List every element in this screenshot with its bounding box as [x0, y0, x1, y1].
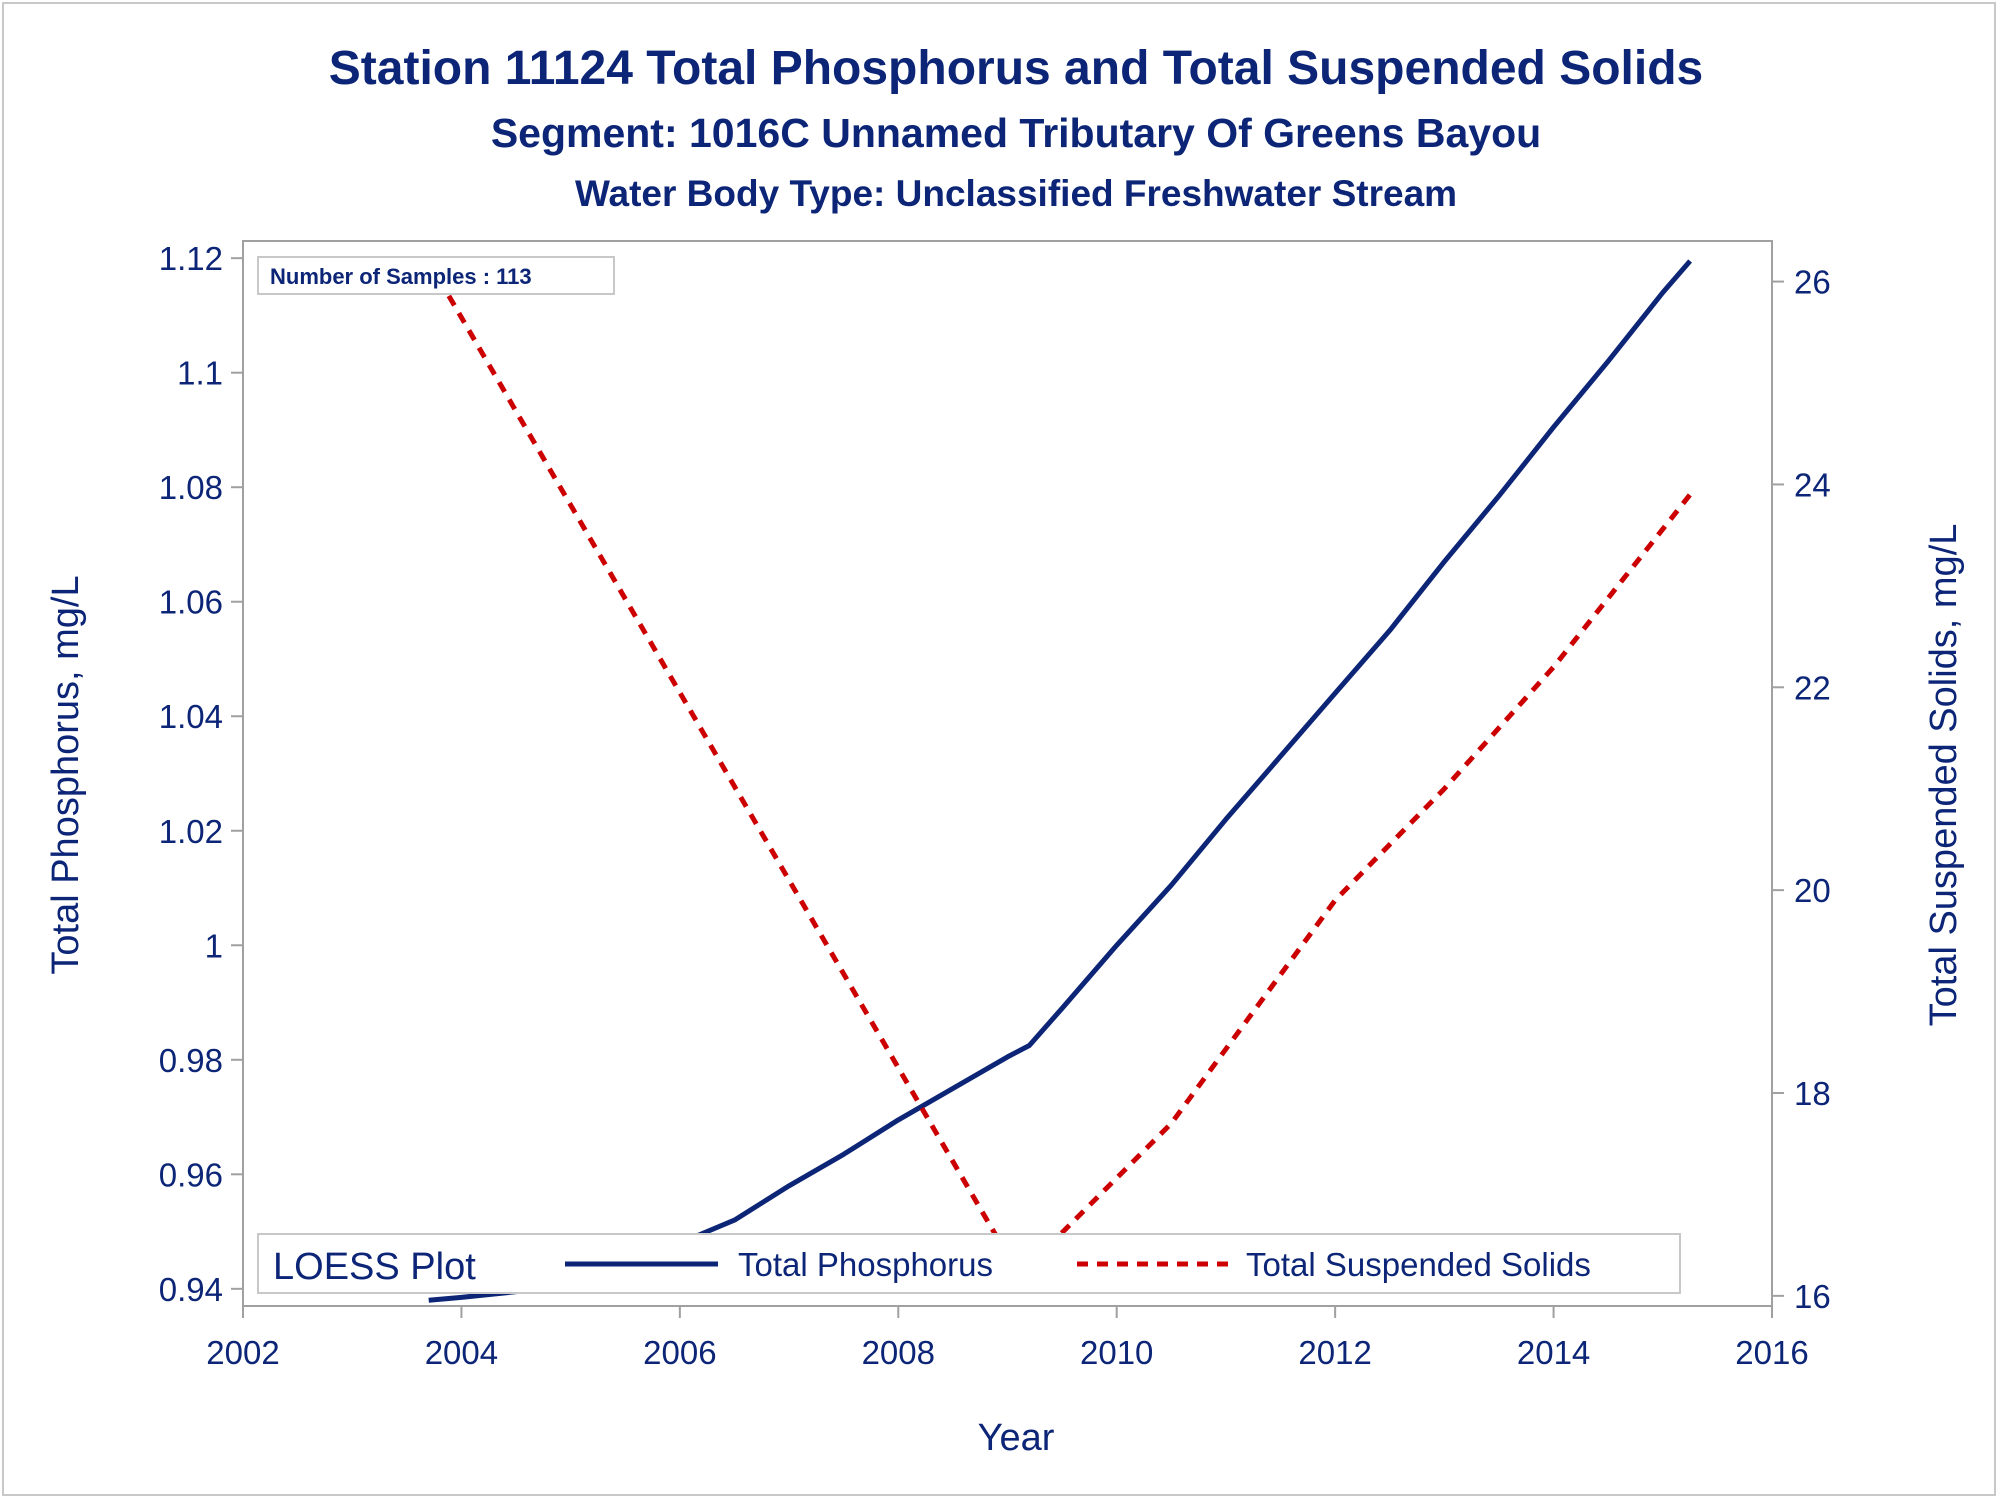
y-left-tick-label: 1.12	[159, 240, 223, 277]
y-axis-right: 16 18 20 22 24 26	[1772, 264, 1831, 1315]
y-left-tick-label: 1.04	[159, 698, 223, 735]
legend-title: LOESS Plot	[273, 1246, 476, 1288]
chart-subtitle-segment: Segment: 1016C Unnamed Tributary Of Gree…	[491, 110, 1541, 156]
y-left-tick-label: 0.98	[159, 1042, 223, 1079]
y-left-tick-label: 1	[205, 927, 223, 964]
samples-box: Number of Samples : 113	[257, 256, 615, 295]
chart-title: Station 11124 Total Phosphorus and Total…	[329, 42, 1703, 95]
y-right-tick-label: 22	[1794, 669, 1831, 706]
y-axis-left-label: Total Phosphorus, mg/L	[45, 575, 87, 974]
series-line-tp	[428, 259, 1692, 1303]
y-right-tick-label: 24	[1794, 466, 1831, 503]
chart-subtitle-waterbody: Water Body Type: Unclassified Freshwater…	[575, 173, 1457, 214]
x-tick-label: 2006	[643, 1334, 716, 1371]
legend-frame	[257, 1233, 1681, 1294]
series-line-tss	[426, 260, 1693, 1268]
x-axis-label: Year	[978, 1417, 1055, 1459]
x-tick-label: 2016	[1735, 1334, 1808, 1371]
y-left-tick-label: 1.06	[159, 584, 223, 621]
y-left-tick-label: 0.96	[159, 1156, 223, 1193]
legend-label-tp: Total Phosphorus	[738, 1246, 993, 1283]
y-left-tick-label: 1.1	[177, 355, 223, 392]
y-right-tick-label: 26	[1794, 264, 1831, 301]
y-right-tick-label: 20	[1794, 872, 1831, 909]
x-tick-label: 2002	[206, 1334, 279, 1371]
y-left-tick-label: 0.94	[159, 1271, 223, 1308]
x-tick-label: 2010	[1080, 1334, 1153, 1371]
x-tick-label: 2014	[1517, 1334, 1590, 1371]
y-right-tick-label: 16	[1794, 1278, 1831, 1315]
samples-count: Number of Samples : 113	[270, 264, 532, 289]
x-tick-label: 2004	[425, 1334, 498, 1371]
samples-box-frame	[257, 256, 615, 295]
legend-label-tss: Total Suspended Solids	[1246, 1246, 1591, 1283]
series-layer	[426, 259, 1693, 1303]
x-tick-label: 2008	[862, 1334, 935, 1371]
legend: LOESS Plot Total Phosphorus Total Suspen…	[257, 1233, 1681, 1294]
y-axis-right-label: Total Suspended Solids, mg/L	[1923, 524, 1965, 1027]
y-right-tick-label: 18	[1794, 1075, 1831, 1112]
y-axis-left: 0.94 0.96 0.98 1 1.02 1.04 1.06 1.08 1.1 1.12	[159, 240, 243, 1308]
x-tick-label: 2012	[1298, 1334, 1371, 1371]
y-left-tick-label: 1.02	[159, 813, 223, 850]
y-left-tick-label: 1.08	[159, 469, 223, 506]
x-axis: 2002 2004 2006 2008 2010 2012 2014 2016	[206, 1306, 1809, 1371]
plot-area	[242, 240, 1773, 1307]
